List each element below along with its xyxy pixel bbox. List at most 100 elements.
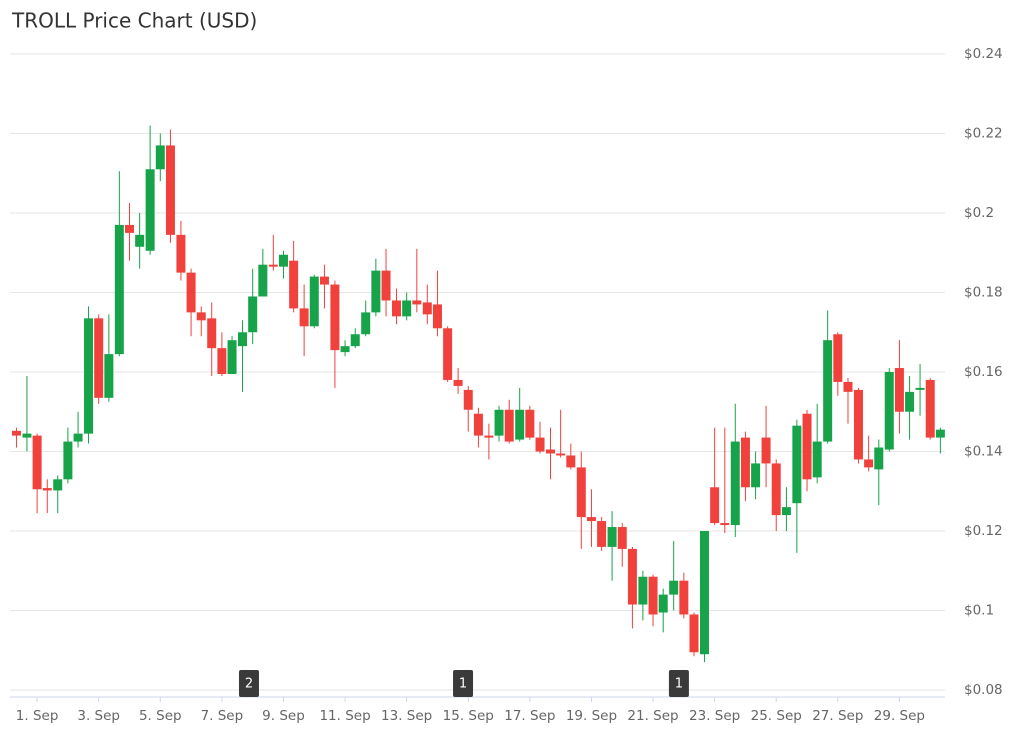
y-tick-label: $0.16 <box>964 364 1003 380</box>
candle-body <box>874 447 884 470</box>
candle-body <box>217 348 227 374</box>
event-flag <box>238 670 259 697</box>
event-flag <box>453 670 474 697</box>
candle-body <box>515 409 525 440</box>
candle-body <box>792 425 802 504</box>
candle-body <box>648 576 658 615</box>
candle-body <box>658 594 668 613</box>
candle-body <box>730 441 740 526</box>
candle-body <box>833 334 843 382</box>
candle-body <box>165 145 175 235</box>
candle-body <box>463 389 473 410</box>
candle-body <box>843 381 853 392</box>
candle-body <box>925 379 935 438</box>
candle-body <box>289 260 299 309</box>
candle-body <box>124 224 134 233</box>
candle-body <box>84 318 94 434</box>
y-tick-label: $0.22 <box>964 126 1003 142</box>
candle-body <box>371 270 381 313</box>
candle-body <box>22 433 32 438</box>
candle-body <box>11 430 21 436</box>
candle-body <box>94 318 104 398</box>
candle-body <box>535 437 545 452</box>
x-tick-label: 1. Sep <box>16 708 59 724</box>
candle-body <box>894 368 904 412</box>
candle-body <box>802 413 812 480</box>
candle-body <box>453 379 463 386</box>
candle-body <box>42 488 52 491</box>
x-tick-label: 17. Sep <box>504 708 555 724</box>
candle-body <box>720 523 730 526</box>
candle-body <box>53 479 63 491</box>
candle-body <box>73 433 83 442</box>
event-flag-label: 1 <box>675 677 683 692</box>
candle-body <box>473 413 483 436</box>
candle-body <box>268 264 278 267</box>
x-tick-label: 11. Sep <box>319 708 370 724</box>
candle-body <box>186 272 196 313</box>
x-tick-label: 5. Sep <box>139 708 182 724</box>
candle-body <box>494 409 504 436</box>
candle-body <box>679 580 689 615</box>
candle-body <box>935 429 945 438</box>
candle-body <box>710 487 720 524</box>
candle-body <box>135 234 145 247</box>
candle-body <box>884 372 894 450</box>
candle-body <box>905 391 915 412</box>
candle-body <box>566 455 576 468</box>
candle-body <box>761 437 771 464</box>
candle-body <box>258 264 268 297</box>
candle-body <box>319 276 329 285</box>
candle-body <box>504 409 514 442</box>
candle-body <box>238 332 248 347</box>
candle-body <box>740 437 750 488</box>
candle-body <box>823 340 833 442</box>
x-tick-label: 9. Sep <box>262 708 305 724</box>
candle-body <box>576 467 586 518</box>
candle-body <box>751 463 761 488</box>
x-tick-label: 21. Sep <box>627 708 678 724</box>
y-tick-label: $0.18 <box>964 285 1003 301</box>
x-tick-label: 7. Sep <box>201 708 244 724</box>
candle-body <box>155 145 165 170</box>
y-tick-label: $0.08 <box>964 682 1003 698</box>
candle-body <box>556 453 566 456</box>
y-tick-label: $0.2 <box>964 205 994 221</box>
candle-body <box>361 312 371 335</box>
candle-body <box>207 318 217 349</box>
candle-body <box>484 435 494 438</box>
x-tick-label: 3. Sep <box>77 708 120 724</box>
x-tick-label: 15. Sep <box>443 708 494 724</box>
candle-body <box>443 328 453 380</box>
candle-body <box>392 300 402 317</box>
candle-body <box>617 527 627 549</box>
event-flag-label: 2 <box>245 677 253 692</box>
y-tick-label: $0.24 <box>964 46 1003 62</box>
x-tick-label: 25. Sep <box>751 708 802 724</box>
y-tick-label: $0.1 <box>964 603 994 619</box>
candle-body <box>669 580 679 595</box>
candle-body <box>402 300 412 317</box>
candle-body <box>278 254 288 267</box>
candle-body <box>350 334 360 347</box>
candle-body <box>781 507 791 516</box>
candle-body <box>699 531 709 655</box>
candle-body <box>607 527 617 547</box>
candle-body <box>299 308 309 327</box>
candle-body <box>586 517 596 522</box>
candle-body <box>525 409 535 438</box>
candle-body <box>63 441 73 480</box>
candle-body <box>330 284 340 351</box>
y-tick-label: $0.12 <box>964 523 1003 539</box>
candle-body <box>771 463 781 516</box>
candle-body <box>114 224 124 355</box>
candle-body <box>176 234 186 273</box>
candle-body <box>248 296 258 333</box>
x-tick-label: 23. Sep <box>689 708 740 724</box>
candle-body <box>853 389 863 460</box>
candle-body <box>227 340 237 374</box>
candle-body <box>864 459 874 468</box>
candle-body <box>145 169 155 251</box>
